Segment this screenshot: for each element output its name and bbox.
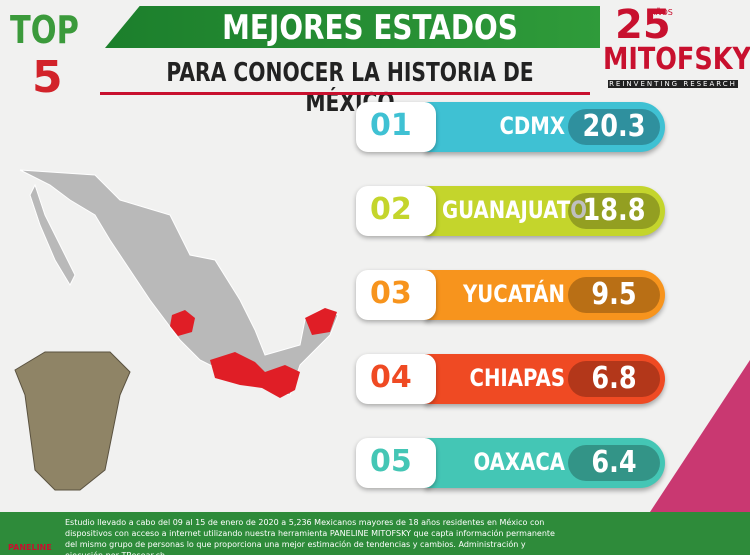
state-name: GUANAJUATO (442, 196, 588, 224)
logo-tagline: REINVENTING RESEARCH (608, 80, 738, 88)
mexico-map (19, 169, 339, 396)
footer-bar (0, 512, 750, 555)
ranking-pill (425, 438, 665, 488)
value-badge (568, 193, 660, 229)
subtitle-underline (100, 92, 590, 95)
rank-box (356, 102, 436, 152)
mask-figure (14, 351, 131, 491)
state-name: YUCATÁN (463, 280, 565, 308)
rank-number: 04 (370, 360, 412, 395)
rank-number: 01 (370, 108, 412, 143)
state-value: 9.5 (591, 277, 637, 312)
top-word: TOP (10, 8, 79, 52)
ranking-pill (425, 354, 665, 404)
state-value: 6.8 (591, 361, 637, 396)
footer-logo: PANELINE (8, 543, 52, 552)
value-badge (568, 361, 660, 397)
state-value: 20.3 (582, 109, 646, 144)
ranking-pill (425, 102, 665, 152)
rank-box (356, 186, 436, 236)
logo-years: 25 (615, 2, 671, 48)
flower-decoration (650, 360, 750, 512)
rank-number: 05 (370, 444, 412, 479)
footer-note: Estudio llevado a cabo del 09 al 15 de e… (65, 518, 555, 555)
value-badge (568, 109, 660, 145)
highlight-cdmx-guanajuato (170, 310, 195, 336)
ranking-pill (425, 270, 665, 320)
rank-number: 02 (370, 192, 412, 227)
state-name: CDMX (499, 112, 565, 140)
title-banner (105, 6, 600, 48)
state-name: CHIAPAS (469, 364, 565, 392)
top-number: 5 (32, 52, 63, 103)
highlight-yucatan (305, 308, 337, 335)
value-badge (568, 445, 660, 481)
ranking-pill (425, 186, 665, 236)
rank-box (356, 270, 436, 320)
state-value: 18.8 (582, 193, 646, 228)
logo-years-label: AÑOS (650, 8, 673, 17)
value-badge (568, 277, 660, 313)
rank-box (356, 438, 436, 488)
title: MEJORES ESTADOS (222, 8, 518, 48)
logo-name: MITOFSKY (603, 42, 750, 77)
rank-number: 03 (370, 276, 412, 311)
state-value: 6.4 (591, 445, 637, 480)
rank-box (356, 354, 436, 404)
highlight-oaxaca-chiapas (210, 352, 300, 398)
state-name: OAXACA (473, 448, 565, 476)
